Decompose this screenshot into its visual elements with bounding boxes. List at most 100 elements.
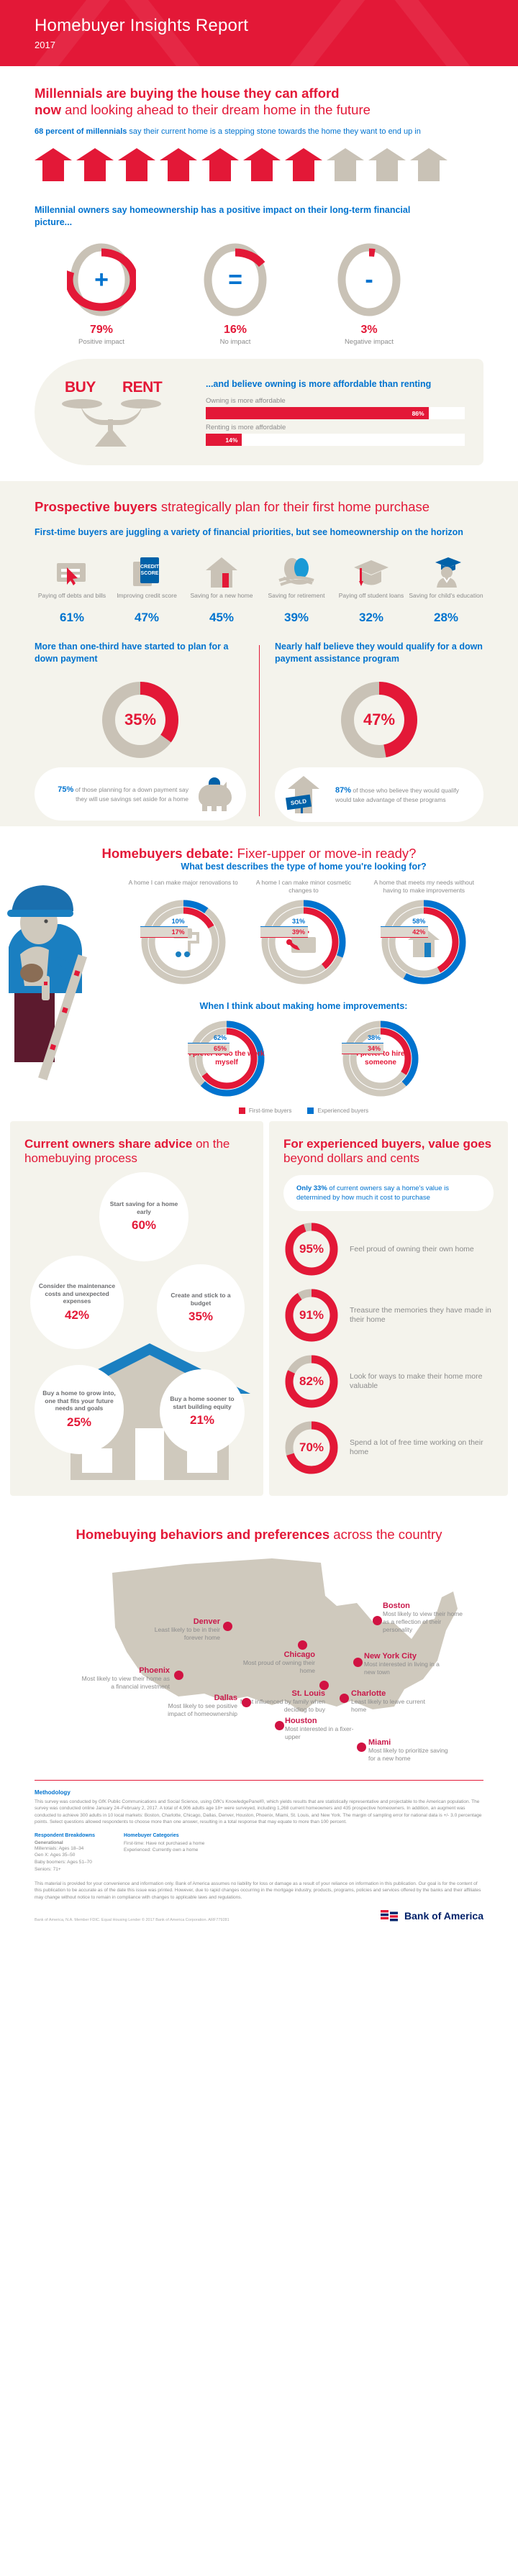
homebuyer-categories: Homebuyer Categories First-time: Have no… [124, 1833, 204, 1873]
house-icon [118, 148, 155, 182]
map-pin-chicago[interactable] [298, 1640, 307, 1650]
value-stat-pct: 82% [299, 1374, 324, 1389]
piggy-leg [202, 804, 207, 811]
home-type-pct-tags: 31% 39% [260, 916, 308, 938]
section-millennials-heading: Millennials are buying the house they ca… [35, 85, 483, 118]
map-pin-denver[interactable] [223, 1621, 232, 1631]
panel-experienced-buyers-value: For experienced buyers, value goes beyon… [269, 1121, 508, 1496]
methodology-block: Methodology This survey was conducted by… [35, 1781, 483, 1901]
house-roof [35, 148, 72, 161]
house-icon [368, 148, 406, 182]
value-note-pill: Only 33% of current owners say a home's … [283, 1174, 494, 1212]
piggy-body [199, 784, 232, 806]
affordability-bar-label: Owning is more affordable [206, 397, 286, 406]
home-type-question: What best describes the type of home you… [181, 862, 427, 872]
heading-prospective-bold: Prospective buyers [35, 498, 158, 514]
section-financial-impact: Millennial owners say homeownership has … [0, 188, 518, 359]
stat-75-description: of those planning for a down payment say… [73, 785, 188, 803]
map-pin-new-york[interactable] [353, 1657, 363, 1667]
house-roof [160, 148, 197, 161]
paint-roller-icon [140, 899, 227, 985]
homebuyer-categories-list: First-time: Have not purchased a home Exp… [124, 1840, 204, 1855]
map-pin-miami[interactable] [357, 1742, 366, 1752]
section-millennials: Millennials are buying the house they ca… [0, 66, 518, 188]
map-pin-charlotte[interactable] [340, 1693, 349, 1703]
buy-rent-heading: ...and believe owning is more affordable… [206, 378, 432, 389]
house-body [209, 160, 231, 182]
respondent-breakdowns: Respondent Breakdowns Generational Mille… [35, 1833, 95, 1873]
map-pin-phoenix[interactable] [174, 1670, 183, 1680]
affordability-bar-0: Owning is more affordable 86% [206, 397, 465, 420]
priority-item-1: CREDIT SCORE Improving credit score 47% [109, 550, 184, 625]
advice-bubble-text: Consider the maintenance costs and unexp… [38, 1282, 116, 1305]
boa-wordmark: Bank of America [404, 1909, 483, 1922]
map-city-name: Houston [285, 1716, 317, 1725]
construction-worker-illustration [1, 868, 96, 1084]
impact-donut-graphic: = [201, 240, 270, 319]
piggy-bank-icon [196, 776, 236, 812]
priority-item-3: Saving for retirement 39% [259, 550, 334, 625]
priority-item-0: Paying off debts and bills 61% [35, 550, 109, 625]
map-city-name: New York City [364, 1651, 417, 1661]
credit-card-icon [35, 550, 109, 588]
down-payment-plan-heading: More than one-third have started to plan… [35, 641, 229, 664]
affordability-bar-label: Renting is more affordable [206, 424, 286, 432]
advice-bubble-text: Buy a home sooner to start building equi… [170, 1395, 235, 1410]
house-roof [327, 148, 364, 161]
heading-line2: and looking ahead to their dream home in… [61, 102, 371, 118]
improvement-center-label: I prefer to do the work myself [188, 1049, 265, 1067]
value-stat-0: 95% Feel proud of owning their own home [283, 1221, 494, 1277]
map-pin-dallas[interactable] [242, 1697, 251, 1707]
map-pin-boston[interactable] [373, 1615, 382, 1625]
page-title: Homebuyer Insights Report [35, 16, 249, 35]
map-city-name: Denver [193, 1617, 220, 1626]
affordability-bar-1: Renting is more affordable 14% [206, 424, 465, 447]
impact-symbol-icon: - [365, 265, 373, 293]
svg-text:SCORE: SCORE [141, 571, 159, 576]
impact-donut-label: No impact [219, 337, 251, 346]
priority-label: Saving for a new home [190, 591, 253, 599]
affordability-bar-track: 14% [206, 434, 465, 447]
heading-now: now [35, 102, 61, 118]
value-stat-donut: 91% [283, 1287, 340, 1343]
priority-pct: 39% [283, 610, 309, 624]
value-heading: For experienced buyers, value goes beyon… [283, 1137, 494, 1166]
home-type-experienced-pct: 10% [140, 916, 188, 928]
value-stat-text: Feel proud of owning their own home [350, 1244, 474, 1253]
value-stat-pct: 95% [299, 1242, 324, 1256]
methodology-columns: Respondent Breakdowns Generational Mille… [35, 1833, 483, 1873]
down-payment-assistance-column: Nearly half believe they would qualify f… [259, 641, 483, 822]
advice-bubble-text: Start saving for a home early [109, 1200, 178, 1215]
value-stat-pct: 91% [299, 1308, 324, 1323]
assistance-note-pill: SOLD 87% of those who believe they would… [275, 767, 483, 822]
section-buy-vs-rent: BUY RENT ...and believe owning is more a… [0, 358, 518, 481]
first-time-buyers-subheading: First-time buyers are juggling a variety… [35, 527, 463, 538]
stat-68-percent: 68 percent of millennials [35, 127, 127, 137]
buy-rent-bars: ...and believe owning is more affordable… [206, 378, 465, 447]
value-stat-1: 91% Treasure the memories they have made … [283, 1287, 494, 1343]
home-type-rings: 31% 39% [260, 899, 347, 985]
impact-symbol-icon: = [228, 265, 242, 293]
heading-prospective-light: strategically plan for their first home … [157, 498, 430, 514]
improvement-experienced-pct: 38% [342, 1033, 383, 1044]
fixer-upper-content: What best describes the type of home you… [124, 862, 483, 1115]
map-heading: Homebuying behaviors and preferences acr… [35, 1526, 483, 1543]
legend-swatch [238, 1107, 245, 1115]
map-city-name: Dallas [214, 1693, 237, 1702]
map-callout-st-louis: St. Louis Most influenced by family when… [237, 1689, 325, 1714]
house-icon [184, 550, 259, 588]
impact-donut-graphic: - [335, 240, 404, 319]
affordability-bar-fill: 86% [206, 407, 429, 420]
map-pin-st-louis[interactable] [319, 1680, 329, 1690]
priority-item-2: Saving for a new home 45% [184, 550, 259, 625]
value-stat-2: 82% Look for ways to make their home more… [283, 1353, 494, 1410]
value-stat-text: Look for ways to make their home more va… [350, 1371, 483, 1391]
respondent-breakdowns-title: Respondent Breakdowns [35, 1832, 96, 1838]
priority-pct: 61% [59, 610, 85, 624]
section-fixer-upper: Homebuyers debate: Fixer-upper or move-i… [0, 826, 518, 1122]
scale-base [95, 427, 127, 447]
map-pin-houston[interactable] [275, 1720, 284, 1730]
map-callout-dallas: Dallas Most likely to see positive impac… [150, 1694, 237, 1718]
